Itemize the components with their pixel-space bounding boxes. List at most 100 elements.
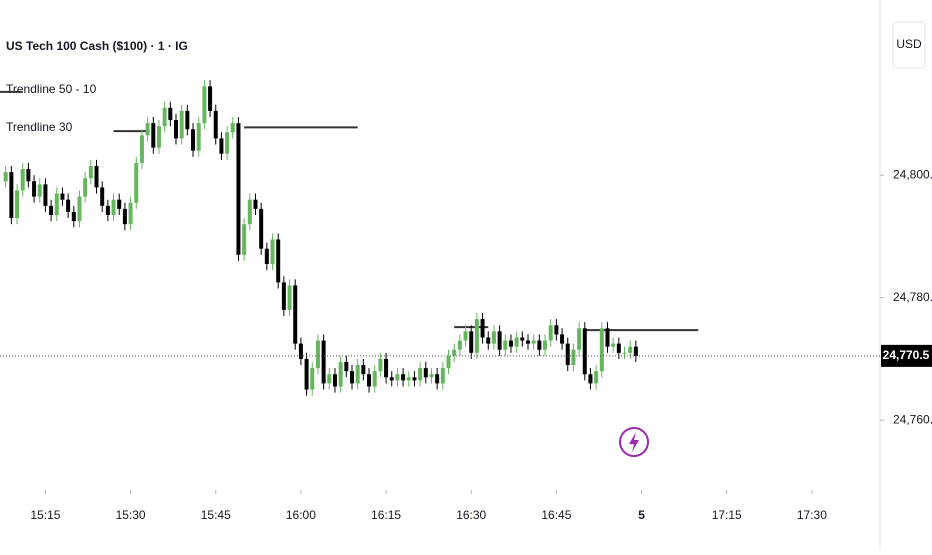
candle-body bbox=[230, 123, 235, 133]
candle-body bbox=[560, 334, 565, 344]
candle-body bbox=[616, 343, 621, 353]
candle-body bbox=[520, 337, 525, 341]
candle-body bbox=[259, 208, 264, 249]
y-tick-label: 24,760.0 bbox=[893, 412, 932, 426]
candle-body bbox=[355, 365, 360, 384]
candle-body bbox=[310, 368, 315, 390]
candle-body bbox=[128, 202, 133, 225]
candle-body bbox=[571, 349, 576, 366]
candle-body bbox=[389, 377, 394, 381]
candle-body bbox=[577, 328, 582, 350]
candle-body bbox=[548, 325, 553, 341]
candle-body bbox=[412, 377, 417, 381]
candle-body bbox=[236, 123, 241, 255]
candle-body bbox=[270, 239, 275, 264]
candle-body bbox=[37, 184, 42, 197]
candle-body bbox=[526, 340, 530, 344]
candle-body bbox=[514, 337, 519, 347]
candle-body bbox=[32, 181, 37, 197]
candle-body bbox=[117, 199, 122, 209]
candle-body bbox=[315, 340, 320, 369]
candle-body bbox=[480, 319, 485, 338]
candle-body bbox=[213, 110, 218, 139]
candle-body bbox=[100, 187, 105, 206]
candle-body bbox=[327, 374, 332, 384]
candle-body bbox=[406, 377, 411, 381]
candle-body bbox=[531, 340, 536, 344]
x-tick-label: 16:00 bbox=[286, 508, 316, 522]
candle-body bbox=[543, 340, 548, 350]
x-tick-label: 15:15 bbox=[30, 508, 60, 522]
candle-body bbox=[350, 371, 354, 384]
chart-title: US Tech 100 Cash ($100) · 1 · IG bbox=[6, 39, 188, 53]
candle-body bbox=[605, 328, 610, 347]
x-tick-label: 15:45 bbox=[201, 508, 231, 522]
candle-body bbox=[26, 169, 31, 182]
candle-body bbox=[242, 224, 247, 255]
x-tick-label: 17:30 bbox=[797, 508, 827, 522]
candle-body bbox=[332, 374, 337, 387]
candle-body bbox=[537, 340, 542, 350]
candle-body bbox=[225, 132, 230, 154]
candle-body bbox=[395, 374, 400, 381]
candle-body bbox=[452, 349, 457, 356]
candle-body bbox=[247, 199, 252, 225]
candle-body bbox=[219, 138, 224, 154]
candle-body bbox=[253, 199, 258, 209]
candle-body bbox=[156, 126, 161, 148]
candle-body bbox=[384, 358, 389, 378]
candle-body bbox=[418, 368, 423, 381]
candle-body bbox=[446, 355, 451, 369]
candle-body bbox=[588, 374, 593, 384]
candle-body bbox=[191, 129, 196, 151]
candle-body bbox=[633, 346, 638, 356]
last-price-label: 24,770.5 bbox=[883, 348, 930, 362]
candle-body bbox=[378, 358, 383, 372]
x-tick-label: 5 bbox=[638, 508, 645, 522]
candle-body bbox=[599, 328, 604, 372]
candle-body bbox=[151, 123, 156, 148]
candle-body bbox=[565, 343, 570, 366]
candle-body bbox=[304, 358, 309, 390]
candle-body bbox=[208, 86, 213, 111]
candle-body bbox=[88, 165, 93, 179]
candle-body bbox=[287, 285, 292, 310]
candle-body bbox=[3, 172, 8, 182]
currency-box[interactable] bbox=[892, 21, 926, 69]
candle-body bbox=[491, 331, 496, 344]
candle-body bbox=[440, 368, 445, 384]
candle-body bbox=[202, 86, 207, 124]
candle-body bbox=[367, 374, 372, 387]
candle-body bbox=[49, 205, 54, 215]
candle-body bbox=[179, 110, 184, 139]
candle-body bbox=[474, 319, 479, 353]
candle-body bbox=[423, 368, 428, 378]
candle-body bbox=[582, 328, 587, 375]
candle-body bbox=[66, 199, 71, 212]
x-tick-label: 16:15 bbox=[371, 508, 401, 522]
candle-body bbox=[122, 208, 127, 225]
candle-body bbox=[77, 196, 82, 222]
x-tick-label: 16:30 bbox=[456, 508, 486, 522]
candle-body bbox=[60, 193, 65, 200]
candle-body bbox=[508, 340, 513, 347]
candle-body bbox=[281, 282, 286, 310]
event-icon[interactable] bbox=[619, 427, 649, 457]
candle-body bbox=[401, 374, 406, 381]
candle-body bbox=[344, 361, 349, 372]
last-price-tag bbox=[881, 344, 932, 367]
y-tick-label: 24,780.0 bbox=[893, 290, 932, 304]
candle-body bbox=[338, 361, 343, 387]
candle-body bbox=[20, 169, 25, 191]
candle-body bbox=[264, 248, 269, 264]
candle-body bbox=[497, 331, 502, 350]
currency: USD bbox=[896, 37, 922, 51]
candle-body bbox=[94, 165, 99, 188]
candle-body bbox=[185, 110, 190, 130]
candle-body bbox=[168, 107, 173, 121]
y-tick-label: 24,800.0 bbox=[893, 167, 932, 181]
candle-body bbox=[298, 343, 303, 359]
candle-body bbox=[134, 162, 139, 203]
candle-body bbox=[111, 199, 116, 215]
